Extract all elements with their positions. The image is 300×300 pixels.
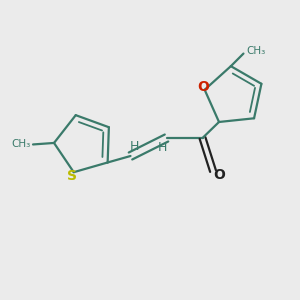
Text: O: O [197, 80, 209, 94]
Text: H: H [129, 140, 139, 153]
Text: CH₃: CH₃ [11, 140, 31, 149]
Text: S: S [67, 169, 77, 183]
Text: H: H [158, 141, 168, 154]
Text: O: O [214, 168, 226, 182]
Text: CH₃: CH₃ [247, 46, 266, 56]
